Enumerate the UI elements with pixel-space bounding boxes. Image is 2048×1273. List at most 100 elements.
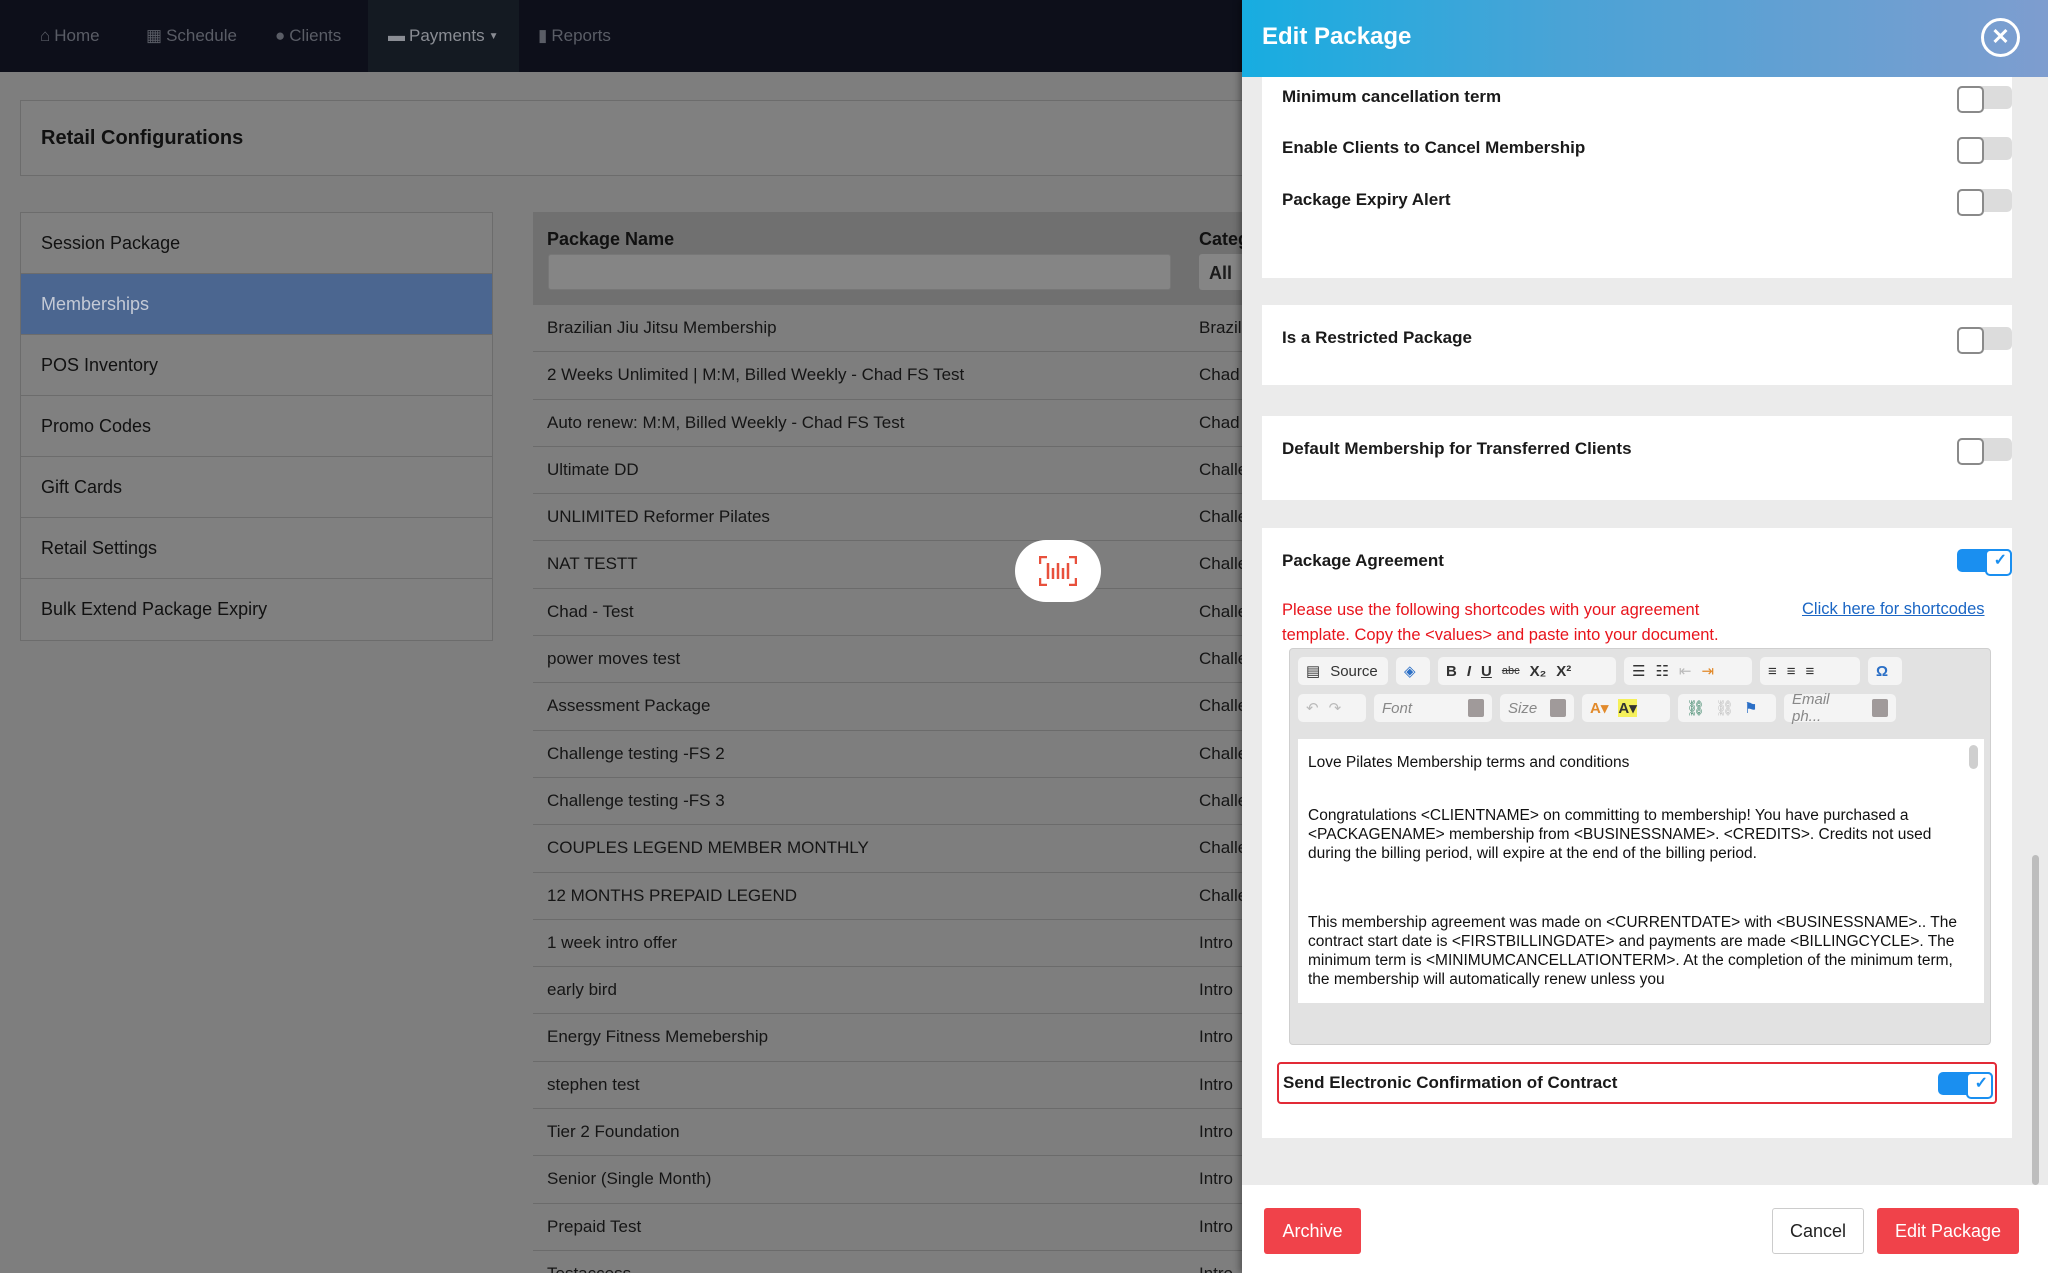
close-circle-icon[interactable]: ✕: [1981, 18, 2020, 57]
sidebar-item-memberships[interactable]: Memberships: [21, 274, 492, 335]
table-row[interactable]: Senior (Single Month) Intro: [533, 1156, 1253, 1204]
package-agreement-toggle[interactable]: [1957, 549, 2012, 576]
table-row[interactable]: Testaccess Intro: [533, 1251, 1253, 1273]
nav-home[interactable]: ⌂ Home: [40, 26, 100, 45]
font-select[interactable]: Font: [1374, 694, 1492, 722]
superscript-icon[interactable]: X²: [1556, 662, 1572, 680]
nav-payments[interactable]: ▬ Payments ▼: [368, 0, 519, 72]
link-icon[interactable]: ⛓: [1686, 700, 1706, 717]
barcode-icon: [1039, 556, 1077, 586]
cancel-button[interactable]: Cancel: [1772, 1208, 1864, 1254]
category-cell: Intro: [1199, 1074, 1234, 1094]
undo-icon[interactable]: ↶: [1306, 700, 1319, 717]
outdent-icon[interactable]: ⇤: [1678, 663, 1692, 680]
table-row[interactable]: Tier 2 Foundation Intro: [533, 1109, 1253, 1157]
page-header-card: Retail Configurations: [20, 100, 1260, 176]
size-select[interactable]: Size: [1500, 694, 1574, 722]
italic-icon[interactable]: I: [1466, 662, 1472, 680]
calendar-icon: ▦: [146, 26, 163, 45]
underline-icon[interactable]: U: [1481, 662, 1492, 680]
bg-color-icon[interactable]: A▾: [1618, 699, 1637, 717]
sidebar-item-pos-inventory[interactable]: POS Inventory: [21, 335, 492, 396]
package-name-cell: power moves test: [547, 649, 681, 669]
category-cell: Intro: [1199, 980, 1234, 1000]
nav-schedule[interactable]: ▦ Schedule: [146, 26, 237, 45]
restricted-toggle[interactable]: [1957, 327, 2012, 354]
table-row[interactable]: Challenge testing -FS 2 Challe: [533, 731, 1253, 778]
archive-button[interactable]: Archive: [1264, 1208, 1361, 1254]
table-row[interactable]: UNLIMITED Reformer Pilates Challe: [533, 494, 1253, 542]
table-row[interactable]: 2 Weeks Unlimited | M:M, Billed Weekly -…: [533, 352, 1253, 400]
column-header-package-name: Package Name: [547, 229, 675, 249]
category-cell: Challe: [1199, 507, 1248, 527]
bullet-list-icon[interactable]: ☷: [1655, 663, 1669, 680]
enable-cancel-toggle[interactable]: [1957, 137, 2012, 164]
package-name-filter-input[interactable]: [548, 254, 1171, 290]
category-cell: Challe: [1199, 743, 1248, 763]
align-center-icon[interactable]: ≡: [1786, 662, 1796, 680]
send-confirmation-toggle[interactable]: [1938, 1072, 1993, 1099]
editor-scrollbar[interactable]: [1969, 745, 1978, 769]
table-row[interactable]: Challenge testing -FS 3 Challe: [533, 778, 1253, 826]
sidebar-item-promo-codes[interactable]: Promo Codes: [21, 396, 492, 457]
strikethrough-icon[interactable]: abc: [1501, 665, 1520, 677]
editor-content[interactable]: Love Pilates Membership terms and condit…: [1298, 739, 1984, 1003]
email-placeholder-select[interactable]: Email ph...: [1784, 691, 1896, 725]
unlink-icon[interactable]: ⛓: [1715, 700, 1735, 717]
maximize-icon: ◈: [1404, 663, 1416, 680]
redo-icon[interactable]: ↷: [1328, 700, 1342, 717]
panel-footer: Archive Cancel Edit Package: [1242, 1185, 2048, 1273]
table-row[interactable]: Chad - Test Challe: [533, 589, 1253, 637]
sidebar-item-retail-settings[interactable]: Retail Settings: [21, 518, 492, 579]
edit-package-button[interactable]: Edit Package: [1877, 1208, 2019, 1254]
editor-paragraph: Love Pilates Membership terms and condit…: [1308, 754, 1630, 771]
package-name-cell: Challenge testing -FS 3: [547, 790, 725, 810]
source-button[interactable]: ▤ Source: [1298, 657, 1388, 685]
table-row[interactable]: early bird Intro: [533, 967, 1253, 1015]
text-color-icon[interactable]: A▾: [1590, 700, 1609, 717]
table-row[interactable]: NAT TESTT Challe: [533, 541, 1253, 589]
numbered-list-icon[interactable]: ☰: [1632, 663, 1646, 680]
table-row[interactable]: Auto renew: M:M, Billed Weekly - Chad FS…: [533, 400, 1253, 447]
source-icon: ▤: [1306, 663, 1321, 680]
nav-clients[interactable]: ● Clients: [275, 26, 342, 45]
edit-package-panel: Minimum cancellation term Enable Clients…: [1242, 0, 2048, 1273]
category-cell: Chad: [1199, 365, 1240, 385]
bold-icon[interactable]: B: [1446, 662, 1457, 680]
minimum-cancellation-toggle[interactable]: [1957, 86, 2012, 113]
table-row[interactable]: Ultimate DD Challe: [533, 447, 1253, 495]
align-left-icon[interactable]: ≡: [1768, 662, 1777, 680]
link-group: ⛓ ⛓ ⚑: [1678, 694, 1776, 722]
table-row[interactable]: Assessment Package Challe: [533, 683, 1253, 731]
table-row[interactable]: Brazilian Jiu Jitsu Membership Brazil: [533, 305, 1253, 353]
packages-table: Package Name Categ All Brazilian Jiu Jit…: [533, 212, 1253, 1273]
table-row[interactable]: power moves test Challe: [533, 636, 1253, 684]
toggle-label: Default Membership for Transferred Clien…: [1282, 439, 1632, 458]
barcode-scan-button[interactable]: [1015, 540, 1101, 602]
package-name-cell: Energy Fitness Memebership: [547, 1027, 769, 1047]
indent-icon[interactable]: ⇥: [1701, 663, 1715, 680]
table-row[interactable]: stephen test Intro: [533, 1062, 1253, 1110]
package-name-cell: Testaccess: [547, 1264, 631, 1273]
align-right-icon[interactable]: ≡: [1805, 662, 1815, 680]
category-cell: Challe: [1199, 601, 1248, 621]
sidebar-item-gift-cards[interactable]: Gift Cards: [21, 457, 492, 518]
table-row[interactable]: 1 week intro offer Intro: [533, 920, 1253, 968]
nav-reports[interactable]: ▮ Reports: [538, 26, 611, 45]
sidebar-item-session-package[interactable]: Session Package: [21, 213, 492, 274]
maximize-button[interactable]: ◈: [1396, 657, 1430, 685]
package-name-cell: Prepaid Test: [547, 1216, 642, 1236]
anchor-flag-icon[interactable]: ⚑: [1744, 700, 1758, 717]
panel-header: Edit Package ✕: [1242, 0, 2048, 77]
table-row[interactable]: COUPLES LEGEND MEMBER MONTHLY Challe: [533, 825, 1253, 873]
expiry-alert-toggle[interactable]: [1957, 189, 2012, 216]
table-row[interactable]: 12 MONTHS PREPAID LEGEND Challe: [533, 873, 1253, 920]
subscript-icon[interactable]: X₂: [1529, 662, 1547, 680]
panel-scrollbar[interactable]: [2032, 855, 2039, 1185]
table-row[interactable]: Prepaid Test Intro: [533, 1204, 1253, 1251]
table-row[interactable]: Energy Fitness Memebership Intro: [533, 1014, 1253, 1062]
default-membership-toggle[interactable]: [1957, 438, 2012, 465]
sidebar-item-bulk-extend[interactable]: Bulk Extend Package Expiry: [41, 599, 268, 619]
shortcodes-link[interactable]: Click here for shortcodes: [1802, 600, 1985, 618]
special-char-button[interactable]: Ω: [1868, 657, 1902, 685]
